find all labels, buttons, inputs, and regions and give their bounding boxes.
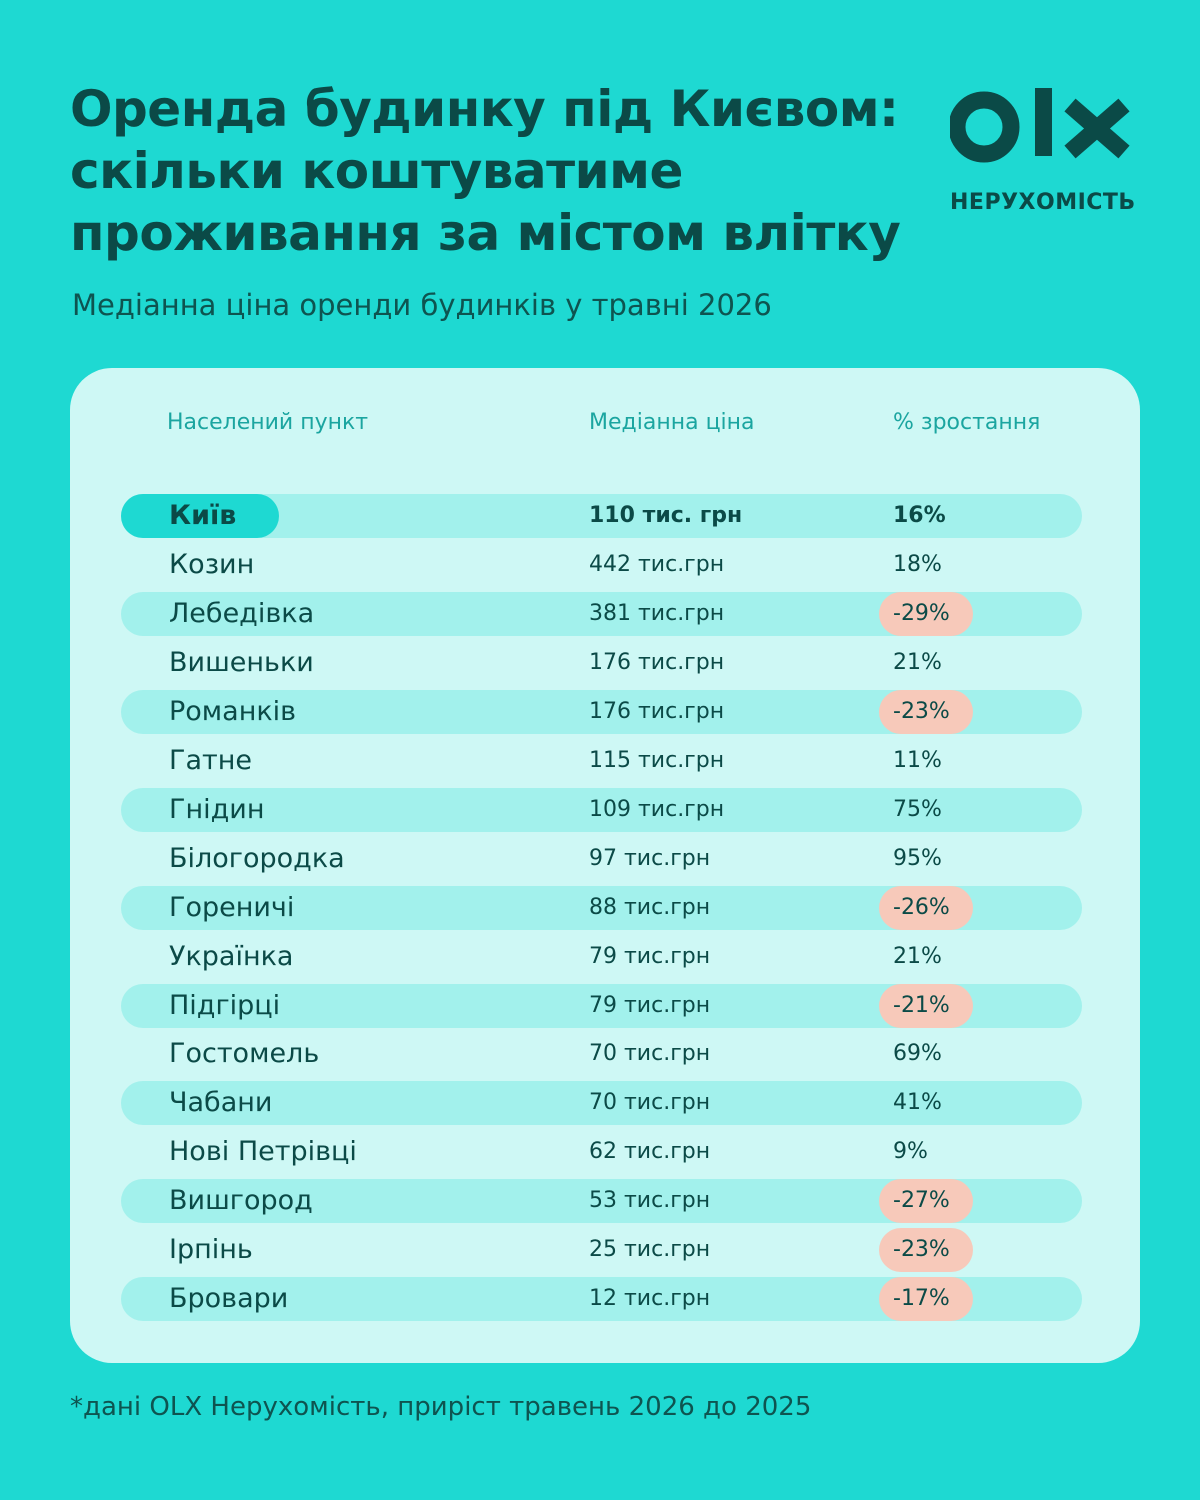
cell-city: Романків: [169, 696, 297, 727]
table-row: Гореничі 88 тис.грн -26%: [121, 886, 1082, 930]
cell-price: 115 тис.грн: [589, 748, 725, 773]
cell-price: 88 тис.грн: [589, 895, 711, 920]
cell-price: 109 тис.грн: [589, 797, 725, 822]
table-row: Бровари 12 тис.грн -17%: [121, 1277, 1082, 1321]
cell-city: Бровари: [169, 1283, 289, 1314]
title-line: Оренда будинку під Києвом:: [70, 80, 899, 138]
cell-price: 176 тис.грн: [589, 650, 725, 675]
cell-price: 110 тис. грн: [589, 503, 743, 528]
cell-city: Підгірці: [169, 990, 281, 1021]
cell-growth: 21%: [893, 944, 942, 969]
footnote: *дані OLX Нерухомість, приріст травень 2…: [70, 1392, 812, 1422]
negative-growth-highlight: [879, 1228, 973, 1272]
negative-growth-highlight: [879, 886, 973, 930]
cell-price: 25 тис.грн: [589, 1237, 711, 1262]
title-line: проживання за містом влітку: [70, 204, 901, 262]
table-row: Нові Петрівці 62 тис.грн 9%: [121, 1130, 1082, 1174]
cell-price: 97 тис.грн: [589, 846, 711, 871]
cell-growth: -21%: [893, 993, 950, 1018]
cell-growth: -29%: [893, 601, 950, 626]
cell-growth: -17%: [893, 1286, 950, 1311]
table-row: Гнідин 109 тис.грн 75%: [121, 788, 1082, 832]
cell-growth: 21%: [893, 650, 942, 675]
negative-growth-highlight: [879, 690, 973, 734]
cell-city: Козин: [169, 549, 255, 580]
table-row: Вишгород 53 тис.грн -27%: [121, 1179, 1082, 1223]
table-row: Козин 442 тис.грн 18%: [121, 543, 1082, 587]
table-row: Київ 110 тис. грн 16%: [121, 494, 1082, 538]
table-row: Українка 79 тис.грн 21%: [121, 935, 1082, 979]
negative-growth-highlight: [879, 1179, 973, 1223]
negative-growth-highlight: [879, 1277, 973, 1321]
cell-city: Українка: [169, 941, 294, 972]
cell-growth: 18%: [893, 552, 942, 577]
cell-growth: -27%: [893, 1188, 950, 1213]
cell-growth: 16%: [893, 503, 946, 528]
cell-growth: 41%: [893, 1090, 942, 1115]
cell-city: Вишгород: [169, 1185, 313, 1216]
table-row: Чабани 70 тис.грн 41%: [121, 1081, 1082, 1125]
cell-price: 176 тис.грн: [589, 699, 725, 724]
table-row: Білогородка 97 тис.грн 95%: [121, 837, 1082, 881]
cell-city: Білогородка: [169, 843, 345, 874]
row-stripe: [121, 1081, 1082, 1125]
cell-growth: -23%: [893, 699, 950, 724]
negative-growth-highlight: [879, 592, 973, 636]
cell-city: Вишеньки: [169, 647, 314, 678]
cell-city: Ірпінь: [169, 1234, 253, 1265]
cell-price: 442 тис.грн: [589, 552, 725, 577]
table-row: Гатне 115 тис.грн 11%: [121, 739, 1082, 783]
table-row: Підгірці 79 тис.грн -21%: [121, 984, 1082, 1028]
cell-growth: -26%: [893, 895, 950, 920]
table-row: Романків 176 тис.грн -23%: [121, 690, 1082, 734]
cell-city: Гатне: [169, 745, 253, 776]
page-title: Оренда будинку під Києвом: скільки кошту…: [70, 78, 930, 264]
column-header-city: Населений пункт: [167, 410, 369, 435]
cell-city: Гореничі: [169, 892, 295, 923]
olx-logo-icon: [950, 88, 1130, 163]
row-stripe: [121, 494, 1082, 538]
column-header-price: Медіанна ціна: [589, 410, 755, 435]
table-row: Вишеньки 176 тис.грн 21%: [121, 641, 1082, 685]
cell-growth: 75%: [893, 797, 942, 822]
cell-city: Гостомель: [169, 1038, 320, 1069]
subtitle: Медіанна ціна оренди будинків у травні 2…: [72, 288, 772, 322]
cell-price: 381 тис.грн: [589, 601, 725, 626]
column-header-growth: % зростання: [893, 410, 1041, 435]
cell-city: Гнідин: [169, 794, 265, 825]
table-row: Ірпінь 25 тис.грн -23%: [121, 1228, 1082, 1272]
cell-growth: 95%: [893, 846, 942, 871]
cell-price: 62 тис.грн: [589, 1139, 711, 1164]
cell-growth: 69%: [893, 1041, 942, 1066]
table-row: Лебедівка 381 тис.грн -29%: [121, 592, 1082, 636]
cell-city: Нові Петрівці: [169, 1136, 357, 1167]
cell-city: Лебедівка: [169, 598, 315, 629]
negative-growth-highlight: [879, 984, 973, 1028]
cell-price: 79 тис.грн: [589, 944, 711, 969]
logo-caption: НЕРУХОМІСТЬ: [950, 190, 1136, 215]
cell-city: Чабани: [169, 1087, 273, 1118]
row-stripe: [121, 788, 1082, 832]
cell-city: Київ: [169, 500, 237, 531]
cell-price: 53 тис.грн: [589, 1188, 711, 1213]
cell-price: 70 тис.грн: [589, 1041, 711, 1066]
table-row: Гостомель 70 тис.грн 69%: [121, 1032, 1082, 1076]
cell-growth: -23%: [893, 1237, 950, 1262]
cell-growth: 9%: [893, 1139, 928, 1164]
highlight-pill: [121, 494, 279, 538]
title-line: скільки коштуватиме: [70, 142, 683, 200]
cell-growth: 11%: [893, 748, 942, 773]
cell-price: 79 тис.грн: [589, 993, 711, 1018]
cell-price: 12 тис.грн: [589, 1286, 711, 1311]
cell-price: 70 тис.грн: [589, 1090, 711, 1115]
